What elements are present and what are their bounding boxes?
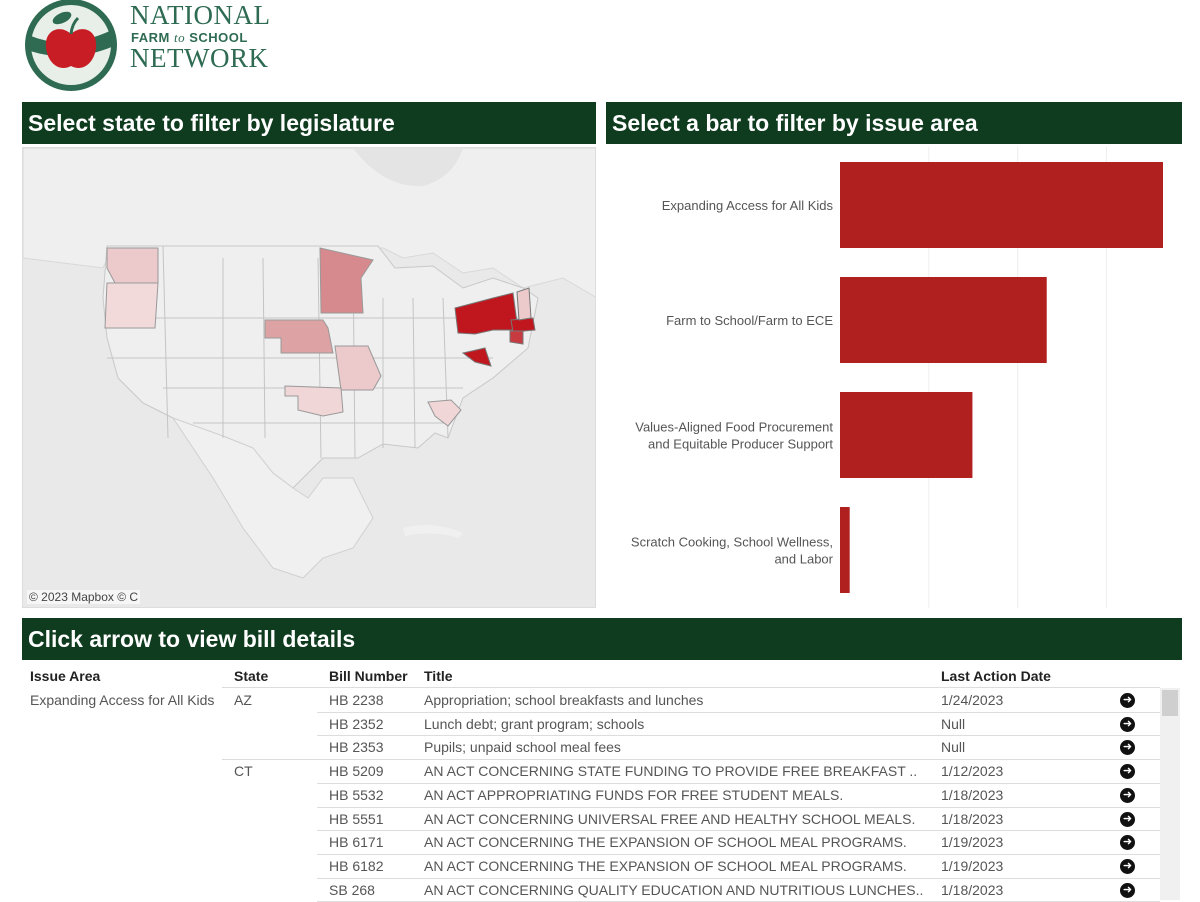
row-divider xyxy=(317,853,1160,855)
cell-title: Appropriation; school breakfasts and lun… xyxy=(424,692,704,708)
col-header-state[interactable]: State xyxy=(234,668,269,684)
row-divider xyxy=(317,711,1160,713)
cell-last-action-date: 1/18/2023 xyxy=(941,810,1004,827)
cell-issue-area: Expanding Access for All Kids xyxy=(30,692,215,708)
state-new-york[interactable] xyxy=(454,292,519,335)
bar-2[interactable] xyxy=(840,392,973,478)
state-washington[interactable] xyxy=(106,247,159,284)
logo-farm: FARM xyxy=(131,30,170,45)
issue-area-bar-chart[interactable]: Expanding Access for All Kids Farm to Sch… xyxy=(606,147,1182,608)
arrow-right-circle-icon[interactable]: ➜ xyxy=(1120,835,1135,851)
cell-bill-number: HB 2238 xyxy=(329,692,384,708)
arrow-right-circle-icon[interactable]: ➜ xyxy=(1120,811,1135,827)
logo-line-network: NETWORK xyxy=(130,43,269,73)
row-divider xyxy=(317,806,1160,808)
cell-last-action-date: 1/19/2023 xyxy=(941,834,1004,851)
cell-last-action-date: 1/19/2023 xyxy=(941,857,1004,874)
bar-section-header: Select a bar to filter by issue area xyxy=(606,102,1182,144)
logo-line-farm-to-school: FARM to SCHOOL xyxy=(131,31,270,44)
state-oklahoma[interactable] xyxy=(284,385,344,417)
table-section-header: Click arrow to view bill details xyxy=(22,618,1182,660)
cell-bill-number: HB 5209 xyxy=(329,763,384,780)
cell-bill-number: HB 6182 xyxy=(329,857,384,874)
arrow-right-circle-icon[interactable]: ➜ xyxy=(1120,787,1135,803)
state-massachusetts[interactable] xyxy=(510,317,536,333)
state-new-hampshire[interactable] xyxy=(516,287,532,321)
bar-label[interactable]: Expanding Access for All Kids xyxy=(662,198,834,213)
scrollbar-thumb[interactable] xyxy=(1162,690,1178,716)
state-south-carolina[interactable] xyxy=(427,399,462,427)
cell-title: AN ACT CONCERNING STATE FUNDING TO PROVI… xyxy=(424,763,918,780)
map-canvas xyxy=(23,148,595,579)
bar-3[interactable] xyxy=(840,507,850,593)
cell-last-action-date: 1/12/2023 xyxy=(941,763,1004,780)
row-divider xyxy=(317,877,1160,879)
cell-bill-number: HB 6171 xyxy=(329,834,384,851)
col-header-last-action-date[interactable]: Last Action Date xyxy=(941,668,1051,684)
bar-label[interactable]: and Labor xyxy=(774,552,833,567)
logo-wordmark: NATIONAL FARM to SCHOOL NETWORK xyxy=(130,2,270,72)
cell-bill-number: HB 5551 xyxy=(329,810,384,827)
col-header-bill-number[interactable]: Bill Number xyxy=(329,668,408,684)
logo-school: SCHOOL xyxy=(189,30,248,45)
state-missouri[interactable] xyxy=(334,345,382,391)
cell-last-action-date: Null xyxy=(941,715,966,732)
col-header-issue-area[interactable]: Issue Area xyxy=(30,668,101,684)
state-oregon[interactable] xyxy=(104,282,159,329)
cell-title: AN ACT CONCERNING THE EXPANSION OF SCHOO… xyxy=(424,857,907,874)
arrow-right-circle-icon[interactable]: ➜ xyxy=(1120,764,1135,780)
state-maryland[interactable] xyxy=(461,347,492,367)
cell-title: AN ACT APPROPRIATING FUNDS FOR FREE STUD… xyxy=(424,786,844,803)
cell-state: AZ xyxy=(234,692,252,708)
cell-state: CT xyxy=(234,763,253,780)
state-connecticut[interactable] xyxy=(509,330,524,345)
apple-logo-icon xyxy=(25,0,117,91)
mexico-landmass xyxy=(171,417,374,579)
bar-label[interactable]: Farm to School/Farm to ECE xyxy=(666,313,833,328)
state-minnesota[interactable] xyxy=(319,247,374,314)
bar-label[interactable]: and Equitable Producer Support xyxy=(648,437,833,452)
us-landmass[interactable] xyxy=(102,245,539,489)
cell-bill-number: SB 268 xyxy=(329,881,375,898)
col-header-title[interactable]: Title xyxy=(424,668,453,684)
hudson-bay xyxy=(353,148,463,187)
caribbean-islands xyxy=(403,524,463,538)
row-divider xyxy=(317,735,1160,737)
cell-last-action-date: Null xyxy=(941,739,966,756)
bar-label[interactable]: Values-Aligned Food Procurement xyxy=(635,420,833,435)
cell-title: AN ACT CONCERNING QUALITY EDUCATION AND … xyxy=(424,881,924,898)
arrow-right-circle-icon[interactable]: ➜ xyxy=(1120,882,1135,898)
arrow-right-circle-icon[interactable]: ➜ xyxy=(1120,858,1135,874)
cell-title: Pupils; unpaid school meal fees xyxy=(424,739,621,756)
cell-title: AN ACT CONCERNING UNIVERSAL FREE AND HEA… xyxy=(424,810,916,827)
cell-bill-number: HB 2353 xyxy=(329,739,384,756)
cell-last-action-date: 1/18/2023 xyxy=(941,881,1004,898)
logo-line-national: NATIONAL xyxy=(130,0,271,30)
arrow-right-circle-icon[interactable]: ➜ xyxy=(1120,716,1135,732)
cell-last-action-date: 1/18/2023 xyxy=(941,786,1004,803)
bar-chart-svg: Expanding Access for All Kids Farm to Sch… xyxy=(631,147,1163,608)
cell-title: AN ACT CONCERNING THE EXPANSION OF SCHOO… xyxy=(424,834,907,851)
table-scrollbar[interactable] xyxy=(1160,688,1180,900)
bar-0[interactable] xyxy=(840,162,1163,248)
map-section-header: Select state to filter by legislature xyxy=(22,102,596,144)
bar-1[interactable] xyxy=(840,277,1047,363)
state-borders xyxy=(107,245,523,459)
arrow-right-circle-icon[interactable]: ➜ xyxy=(1120,740,1135,756)
logo-to: to xyxy=(173,30,186,45)
cell-bill-number: HB 5532 xyxy=(329,786,384,803)
row-divider xyxy=(317,830,1160,832)
arrow-right-circle-icon[interactable]: ➜ xyxy=(1120,693,1135,708)
row-divider xyxy=(222,759,1160,761)
cell-bill-number: HB 2352 xyxy=(329,715,384,732)
bar-label[interactable]: Scratch Cooking, School Wellness, xyxy=(631,535,833,550)
state-map[interactable]: © 2023 Mapbox © C xyxy=(22,147,596,608)
map-attribution[interactable]: © 2023 Mapbox © C xyxy=(27,590,141,604)
state-nebraska[interactable] xyxy=(264,319,334,354)
cell-last-action-date: 1/24/2023 xyxy=(941,692,1004,708)
header-divider xyxy=(222,687,1160,688)
cell-title: Lunch debt; grant program; schools xyxy=(424,715,645,732)
row-divider xyxy=(317,782,1160,784)
logo: NATIONAL FARM to SCHOOL NETWORK xyxy=(22,0,282,94)
